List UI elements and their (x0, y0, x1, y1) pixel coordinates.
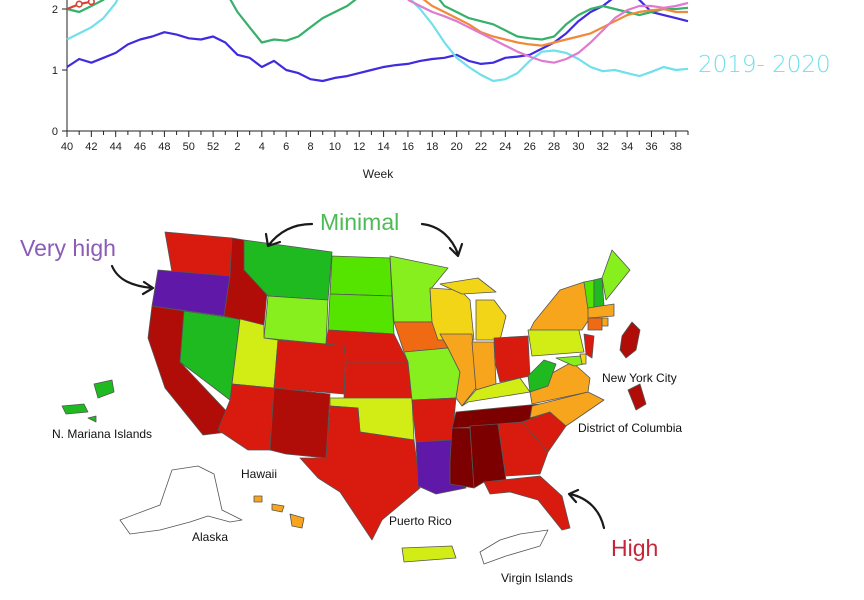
state-georgia (497, 421, 549, 477)
x-tick-label: 32 (597, 141, 609, 153)
x-tick-label: 14 (377, 141, 389, 153)
state-maryland (555, 355, 585, 367)
x-tick-label: 8 (307, 141, 313, 153)
territory-n-mariana-islands (61, 379, 115, 423)
x-tick-label: 16 (402, 141, 414, 153)
state-connecticut (587, 317, 603, 331)
x-tick-label: 10 (329, 141, 341, 153)
state-new-mexico (269, 387, 331, 459)
state-massachusetts (587, 303, 615, 319)
label-n-mariana-islands: N. Mariana Islands (52, 427, 152, 441)
x-tick-label: 42 (85, 141, 97, 153)
state-kentucky (461, 377, 531, 407)
level-annotations: Very high Minimal High (20, 209, 658, 561)
series-line-0 (66, 0, 689, 83)
y-tick-label: 0 (52, 126, 58, 138)
series-point (75, 0, 83, 8)
x-tick-label: 38 (670, 141, 682, 153)
state-south-dakota (327, 293, 395, 335)
arrow-high (567, 488, 606, 530)
state-new-jersey (583, 333, 595, 359)
territory-alaska (119, 465, 243, 535)
state-colorado (273, 339, 347, 395)
state-regions (61, 231, 647, 565)
x-tick-label: 52 (207, 141, 219, 153)
series-label-2019-2020: 2019- 2020 (698, 52, 831, 78)
state-texas (299, 405, 421, 541)
state-florida (483, 475, 571, 531)
state-pennsylvania (527, 325, 585, 357)
series-point (87, 0, 95, 6)
us-flu-activity-map: New York City District of Columbia N. Ma… (20, 209, 682, 585)
y-tick-label: 1 (52, 65, 58, 77)
label-new-york-city: New York City (602, 371, 677, 385)
state-new-york (529, 281, 591, 331)
state-west-virginia (527, 359, 557, 393)
x-tick-label: 36 (645, 141, 657, 153)
x-tick-label: 50 (183, 141, 195, 153)
annotation-minimal: Minimal (320, 209, 399, 235)
x-tick-label: 44 (110, 141, 122, 153)
series-line-1 (66, 0, 689, 83)
x-axis-label: Week (363, 167, 394, 181)
x-tick-label: 40 (61, 141, 73, 153)
state-ohio (493, 335, 531, 383)
y-tick-label: 2 (52, 4, 58, 16)
territory-virgin-islands (479, 529, 549, 565)
label-district-of-columbia: District of Columbia (578, 421, 682, 435)
state-north-dakota (329, 255, 393, 297)
state-arkansas (411, 397, 457, 443)
state-maine (601, 249, 631, 301)
territory-hawaii (253, 495, 305, 529)
label-virgin-islands: Virgin Islands (501, 571, 573, 585)
x-tick-label: 34 (621, 141, 633, 153)
x-tick-label: 20 (451, 141, 463, 153)
series-line-4 (407, 0, 689, 64)
label-puerto-rico: Puerto Rico (389, 514, 452, 528)
annotation-very-high: Very high (20, 235, 116, 261)
x-tick-label: 4 (259, 141, 265, 153)
arrow-very-high (110, 264, 155, 296)
state-michigan-up (439, 277, 497, 295)
region-district-of-columbia (627, 383, 647, 411)
state-michigan (475, 299, 507, 341)
state-kansas (343, 361, 413, 399)
chart-series (66, 0, 689, 83)
annotation-high: High (611, 535, 658, 561)
annotation-arrows (110, 222, 606, 530)
arrow-minimal-left (264, 222, 314, 248)
series-label-2023-2024: 2023-2024 (700, 0, 825, 4)
x-tick-label: 26 (524, 141, 536, 153)
state-virginia (529, 361, 591, 405)
state-mississippi (449, 427, 475, 489)
x-tick-label: 46 (134, 141, 146, 153)
territory-labels: New York City District of Columbia N. Ma… (52, 371, 682, 585)
arrow-minimal-right (420, 222, 464, 258)
region-new-york-city (619, 321, 641, 359)
x-tick-label: 48 (158, 141, 170, 153)
series-line-2 (66, 0, 689, 44)
state-rhode-island (601, 317, 609, 327)
x-tick-label: 30 (572, 141, 584, 153)
x-tick-label: 24 (499, 141, 511, 153)
series-line-3 (422, 0, 688, 47)
state-indiana (471, 341, 497, 391)
state-wisconsin (429, 287, 475, 341)
x-tick-label: 6 (283, 141, 289, 153)
x-tick-label: 22 (475, 141, 487, 153)
territory-puerto-rico (401, 545, 457, 563)
state-wyoming (263, 295, 329, 345)
state-washington (164, 231, 233, 277)
x-tick-label: 28 (548, 141, 560, 153)
label-alaska: Alaska (192, 530, 228, 544)
label-hawaii: Hawaii (241, 467, 277, 481)
x-tick-label: 2 (234, 141, 240, 153)
x-tick-label: 12 (353, 141, 365, 153)
state-delaware (579, 353, 587, 365)
x-tick-label: 18 (426, 141, 438, 153)
